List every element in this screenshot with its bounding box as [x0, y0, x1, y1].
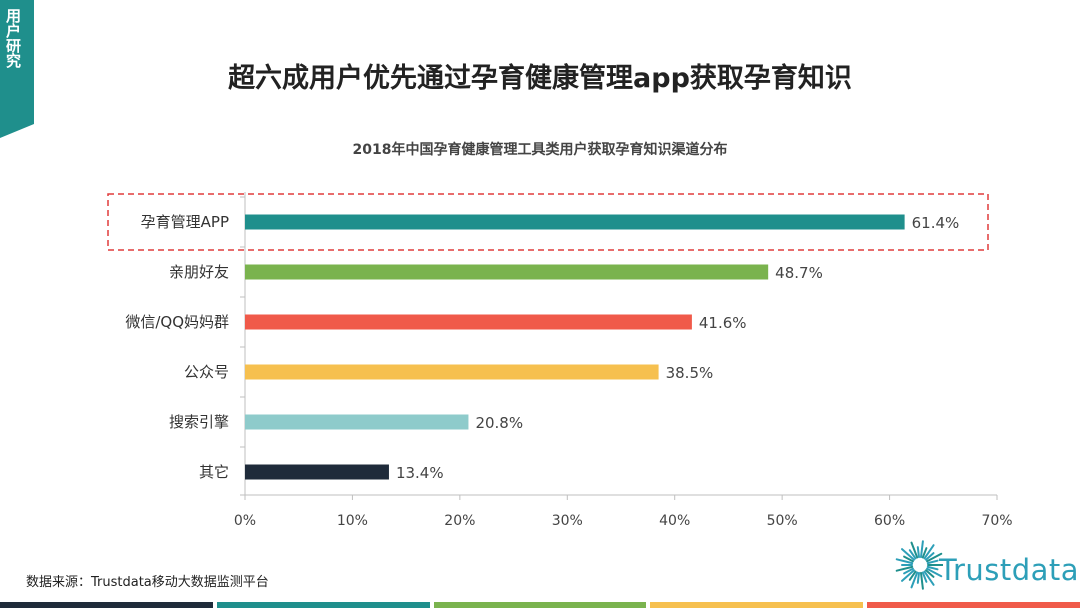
stripe-segment — [867, 602, 1080, 608]
value-label: 13.4% — [396, 464, 444, 482]
stripe-segment — [216, 602, 430, 608]
sunburst-ray — [921, 547, 928, 559]
bar — [245, 314, 692, 330]
value-label: 20.8% — [475, 414, 523, 432]
sunburst-ray — [923, 570, 935, 586]
x-tick-label: 40% — [659, 513, 690, 529]
stripe-segment — [0, 602, 213, 608]
section-tag-label: 用户研究 — [4, 8, 22, 68]
sunburst-ray — [908, 570, 917, 581]
trustdata-logo: Trustdata — [893, 535, 1079, 595]
sunburst-ray — [926, 559, 939, 565]
bar — [245, 214, 905, 230]
sunburst-icon — [895, 540, 943, 590]
sunburst-ray — [923, 544, 935, 560]
sunburst-ray — [926, 565, 939, 571]
sunburst-ray — [916, 571, 920, 584]
value-label: 38.5% — [666, 364, 714, 382]
bar — [245, 414, 469, 430]
sunburst-ray — [916, 546, 920, 559]
data-source: 数据来源：Trustdata移动大数据监测平台 — [26, 575, 269, 590]
x-tick-label: 60% — [874, 513, 905, 529]
sunburst-ray — [908, 549, 917, 560]
x-tick-label: 30% — [552, 513, 583, 529]
category-label: 微信/QQ妈妈群 — [125, 313, 229, 331]
chart-title: 2018年中国孕育健康管理工具类用户获取孕育知识渠道分布 — [352, 142, 728, 158]
stripe-segment — [433, 602, 647, 608]
section-tag: 用户研究 — [0, 0, 34, 138]
sunburst-ray — [926, 552, 943, 563]
sunburst-ray — [901, 548, 915, 561]
logo-text: Trustdata — [939, 553, 1080, 587]
x-tick-label: 70% — [981, 513, 1012, 529]
bar — [245, 264, 769, 280]
sunburst-ray — [925, 569, 935, 578]
sunburst-ray — [903, 567, 914, 575]
sunburst-ray — [926, 567, 943, 578]
sunburst-ray — [921, 571, 928, 583]
sunburst-ray — [901, 569, 915, 582]
category-label: 其它 — [199, 463, 229, 481]
page-title: 超六成用户优先通过孕育健康管理app获取孕育知识 — [228, 63, 852, 94]
x-tick-label: 20% — [444, 513, 475, 529]
category-label: 搜索引擎 — [169, 413, 229, 431]
value-label: 61.4% — [912, 214, 960, 232]
sunburst-ray — [910, 571, 919, 589]
sunburst-ray — [925, 552, 935, 561]
x-tick-label: 50% — [767, 513, 798, 529]
value-label: 48.7% — [775, 264, 823, 282]
category-label: 公众号 — [184, 363, 229, 381]
bar — [245, 464, 389, 480]
x-tick-label: 10% — [337, 513, 368, 529]
sunburst-ray — [895, 558, 914, 565]
sunburst-ray — [910, 541, 919, 559]
category-label: 亲朋好友 — [169, 263, 229, 281]
bar — [245, 364, 659, 380]
footer-stripe — [0, 602, 1080, 608]
category-label: 孕育管理APP — [141, 213, 229, 231]
sunburst-ray — [920, 571, 924, 590]
sunburst-ray — [920, 540, 924, 559]
x-tick-label: 0% — [234, 513, 256, 529]
stripe-segment — [650, 602, 864, 608]
highlight-box — [107, 193, 989, 251]
value-label: 41.6% — [699, 314, 747, 332]
sunburst-ray — [903, 555, 914, 563]
sunburst-ray — [895, 565, 914, 572]
